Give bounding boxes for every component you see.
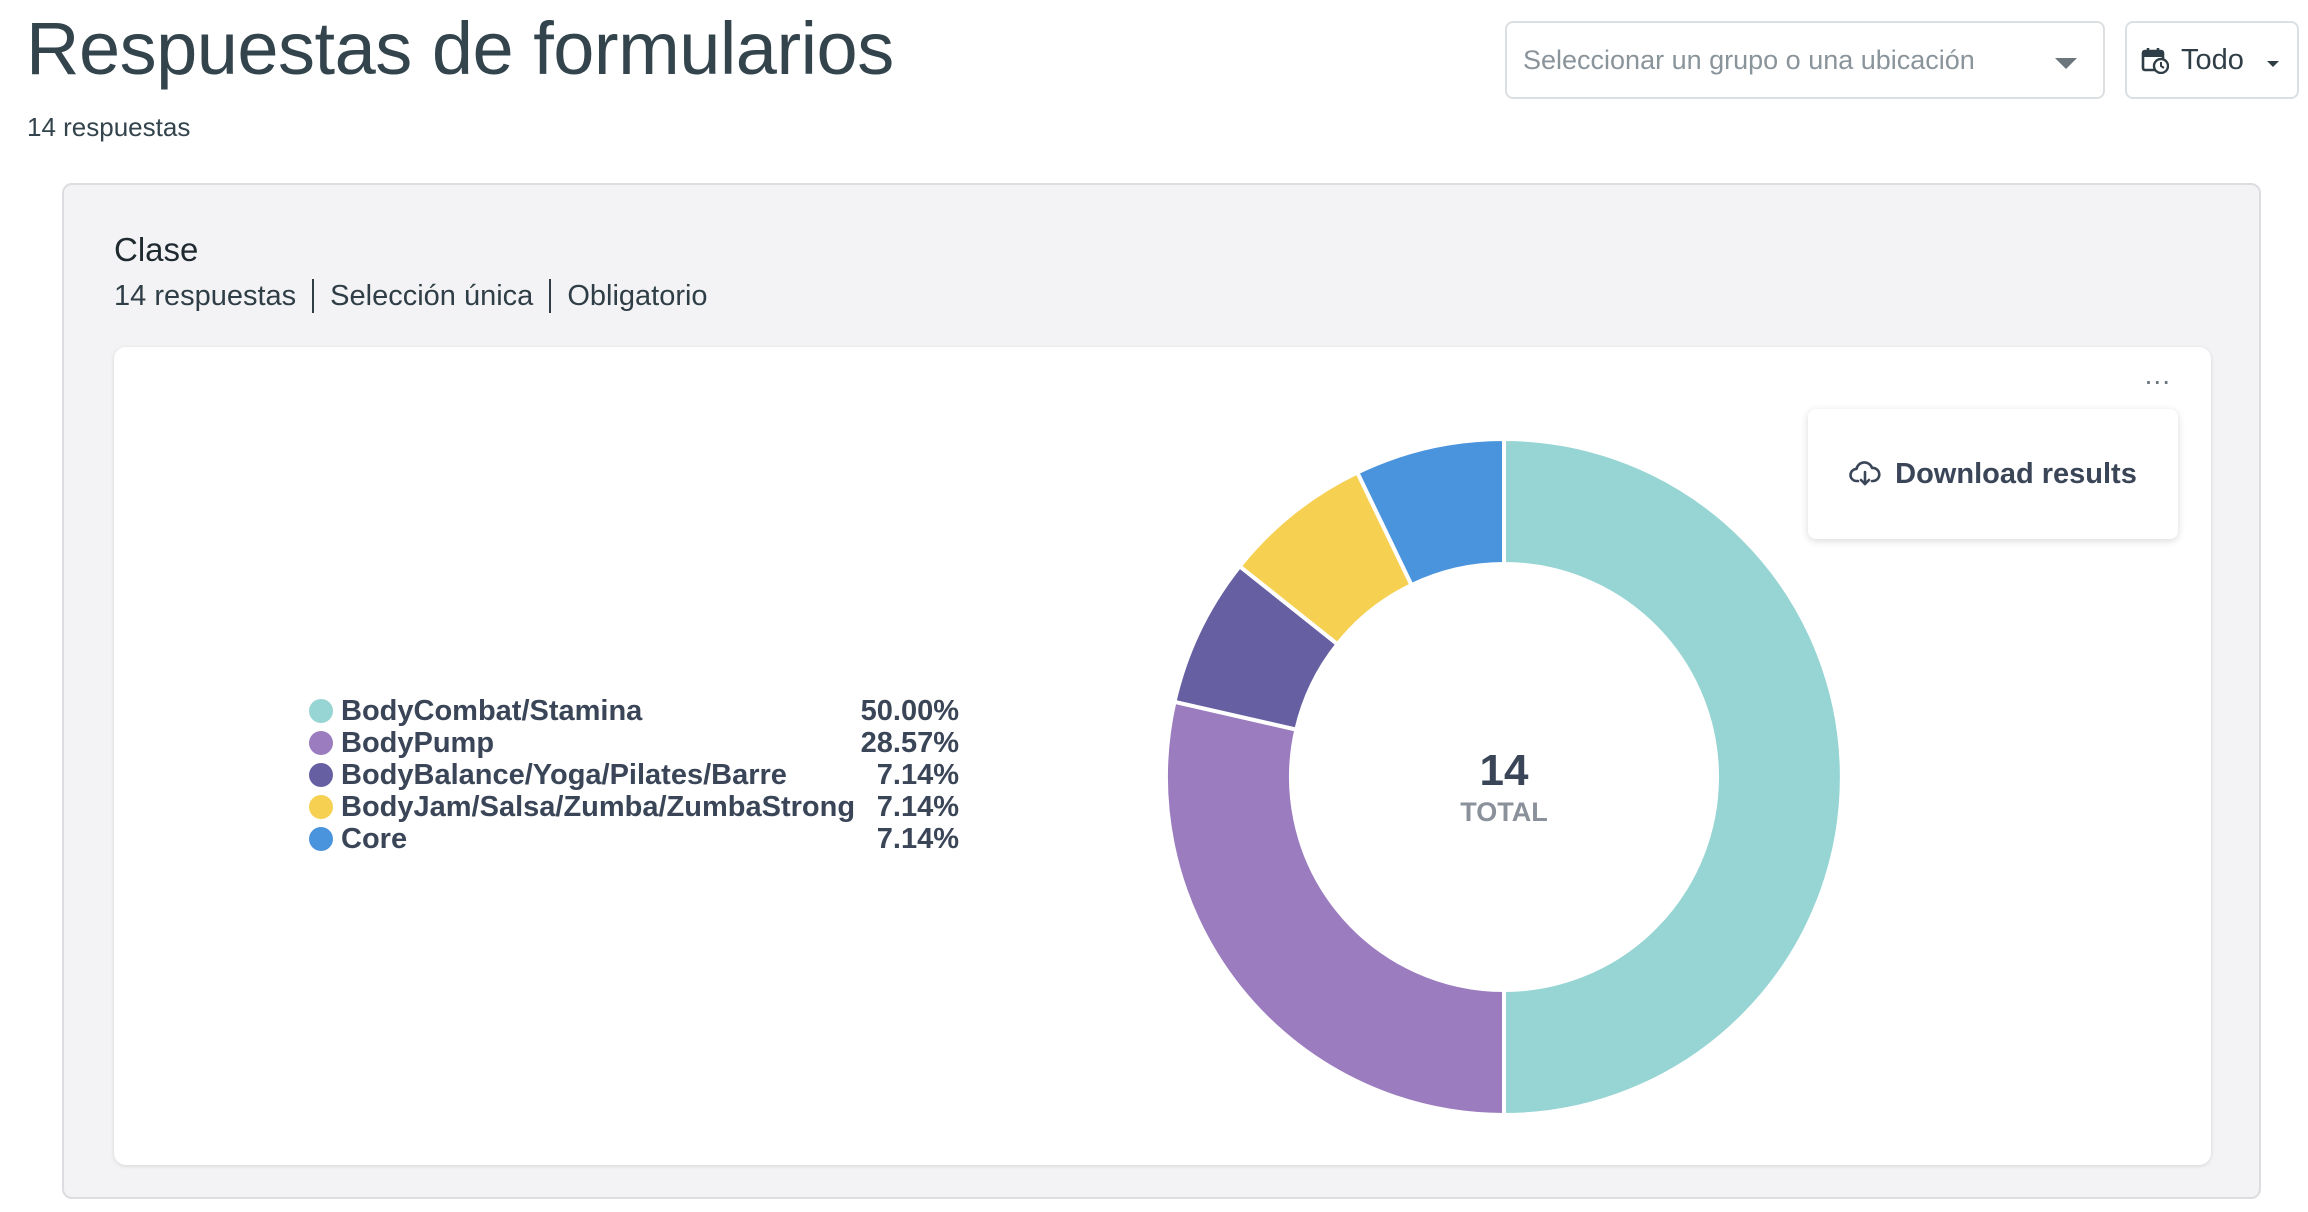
donut-slice[interactable] (1502, 437, 1844, 1117)
legend-label: BodyCombat/Stamina (341, 694, 643, 727)
chart-legend: BodyCombat/Stamina 50.00% BodyPump 28.57% Bo… (309, 695, 959, 855)
calendar-clock-icon (2141, 48, 2169, 74)
download-results-item[interactable]: Download results (1849, 458, 2137, 491)
date-filter-label: Todo (2181, 43, 2244, 76)
legend-label: BodyPump (341, 726, 495, 759)
legend-percent: 7.14% (876, 823, 959, 855)
date-filter-button[interactable]: Todo (2125, 21, 2299, 99)
question-title: Clase (114, 231, 199, 268)
legend-swatch (309, 699, 333, 723)
legend-percent: 7.14% (876, 759, 959, 791)
legend-label: BodyBalance/Yoga/Pilates/Barre (341, 758, 787, 791)
legend-item[interactable]: BodyCombat/Stamina 50.00% (309, 695, 959, 727)
donut-center-value: 14 (1480, 746, 1529, 795)
chart-options-menu: Download results (1808, 409, 2178, 539)
question-card: Clase 14 respuestas Selección única Obli… (62, 183, 2261, 1199)
legend-percent: 28.57% (860, 727, 959, 759)
legend-item[interactable]: BodyBalance/Yoga/Pilates/Barre 7.14% (309, 759, 959, 791)
download-results-label: Download results (1895, 457, 2137, 490)
question-meta: 14 respuestas Selección única Obligatori… (114, 279, 708, 313)
chevron-down-icon (2055, 58, 2077, 69)
legend-item[interactable]: BodyJam/Salsa/Zumba/ZumbaStrong 7.14% (309, 791, 959, 823)
legend-swatch (309, 827, 333, 851)
donut-slice[interactable] (1164, 699, 1506, 1117)
legend-label: BodyJam/Salsa/Zumba/ZumbaStrong (341, 790, 856, 823)
legend-swatch (309, 795, 333, 819)
group-location-select[interactable]: Seleccionar un grupo o una ubicación (1505, 21, 2105, 99)
meta-divider (312, 279, 315, 313)
cloud-download-icon (1849, 461, 1881, 486)
more-options-button[interactable]: ... (2144, 359, 2171, 390)
group-select-placeholder: Seleccionar un grupo o una ubicación (1523, 44, 1975, 75)
meta-divider (549, 279, 552, 313)
caret-down-icon (2267, 61, 2279, 67)
page-title: Respuestas de formularios (26, 7, 894, 90)
question-response-count: 14 respuestas (114, 279, 297, 312)
donut-chart: 14 TOTAL (1164, 437, 1844, 1117)
legend-item[interactable]: Core 7.14% (309, 823, 959, 855)
chart-panel: BodyCombat/Stamina 50.00% BodyPump 28.57% Bo… (114, 347, 2211, 1165)
question-type: Selección única (330, 279, 534, 312)
legend-item[interactable]: BodyPump 28.57% (309, 727, 959, 759)
legend-percent: 50.00% (860, 695, 959, 727)
question-required: Obligatorio (567, 279, 708, 312)
legend-swatch (309, 731, 333, 755)
donut-center-label: TOTAL (1460, 797, 1548, 827)
legend-swatch (309, 763, 333, 787)
legend-label: Core (341, 822, 408, 855)
response-count: 14 respuestas (27, 112, 191, 142)
donut-slice[interactable] (1354, 437, 1506, 588)
legend-percent: 7.14% (876, 791, 959, 823)
